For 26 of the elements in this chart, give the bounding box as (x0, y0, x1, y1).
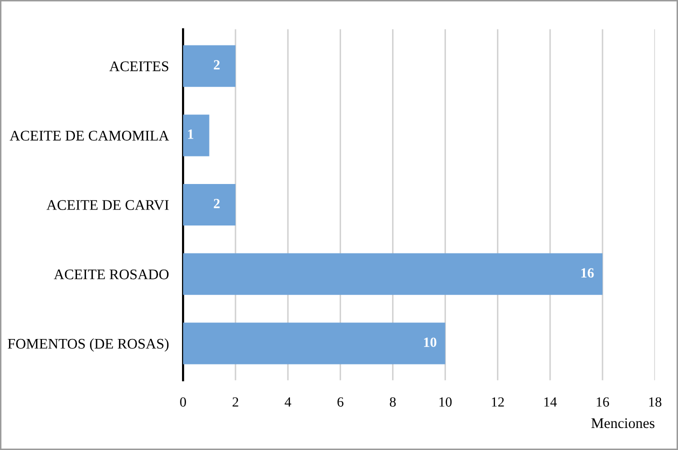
x-tick-label: 2 (232, 397, 238, 407)
x-tick-label: 8 (390, 397, 396, 407)
data-label: 1 (188, 130, 194, 139)
y-tick-label: ACEITE ROSADO (54, 270, 169, 280)
data-label: 16 (581, 268, 594, 278)
x-axis-title: Menciones (591, 418, 654, 428)
data-label: 2 (214, 198, 220, 208)
bar (183, 45, 236, 87)
x-tick-label: 12 (492, 397, 504, 407)
data-label: 2 (214, 60, 220, 70)
y-tick-label: ACEITES (109, 61, 168, 72)
bar (183, 322, 446, 364)
x-tick-label: 4 (284, 397, 292, 407)
x-tick-label: 14 (544, 397, 557, 407)
x-tick-label: 0 (180, 397, 186, 407)
x-tick-label: 6 (337, 397, 344, 407)
bar (183, 184, 236, 226)
x-tick-label: 18 (649, 397, 662, 407)
bar (183, 253, 603, 295)
bar (183, 114, 210, 156)
data-label: 10 (424, 338, 436, 347)
x-tick-label: 16 (596, 397, 610, 407)
y-tick-label: ACEITE DE CARVI (46, 200, 169, 210)
y-tick-label: FOMENTOS (DE ROSAS) (8, 338, 169, 352)
y-tick-label: ACEITE DE CAMOMILA (10, 130, 170, 141)
x-tick-label: 10 (439, 397, 452, 407)
